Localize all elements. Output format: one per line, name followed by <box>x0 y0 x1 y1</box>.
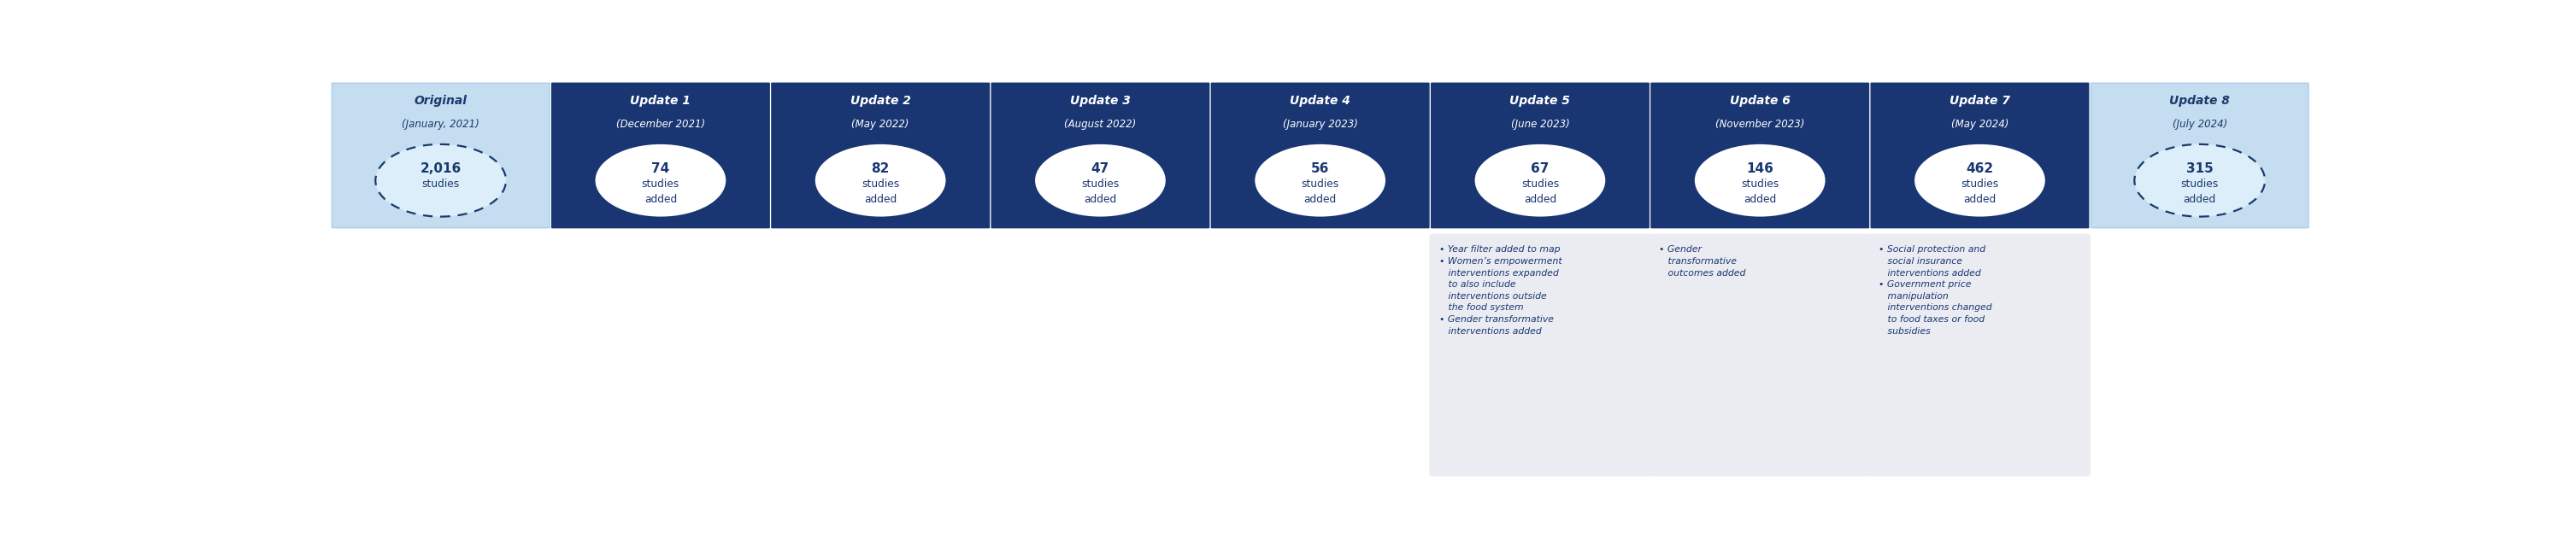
Ellipse shape <box>1476 144 1605 217</box>
FancyBboxPatch shape <box>1651 83 1868 228</box>
Text: studies: studies <box>1741 179 1780 190</box>
Text: (July 2024): (July 2024) <box>2172 119 2228 130</box>
FancyBboxPatch shape <box>332 83 549 228</box>
Text: added: added <box>1744 194 1777 205</box>
FancyBboxPatch shape <box>2092 83 2308 228</box>
Text: Update 5: Update 5 <box>1510 95 1571 107</box>
Text: (June 2023): (June 2023) <box>1510 119 1569 130</box>
Ellipse shape <box>1914 144 2045 217</box>
FancyBboxPatch shape <box>551 83 770 228</box>
FancyBboxPatch shape <box>773 83 989 228</box>
FancyBboxPatch shape <box>1870 234 2092 476</box>
Text: Update 3: Update 3 <box>1069 95 1131 107</box>
Text: Update 8: Update 8 <box>2169 95 2231 107</box>
Ellipse shape <box>2136 144 2264 217</box>
Text: (May 2024): (May 2024) <box>1950 119 2009 130</box>
Text: • Gender
   transformative
   outcomes added: • Gender transformative outcomes added <box>1659 246 1747 278</box>
Text: 67: 67 <box>1530 162 1548 175</box>
Text: studies: studies <box>1082 179 1118 190</box>
Text: (January 2023): (January 2023) <box>1283 119 1358 130</box>
Text: (May 2022): (May 2022) <box>853 119 909 130</box>
FancyBboxPatch shape <box>1432 83 1649 228</box>
Text: studies: studies <box>1301 179 1340 190</box>
Text: Update 1: Update 1 <box>631 95 690 107</box>
Text: 47: 47 <box>1092 162 1110 175</box>
Text: 146: 146 <box>1747 162 1772 175</box>
FancyBboxPatch shape <box>1211 83 1430 228</box>
Text: (December 2021): (December 2021) <box>616 119 706 130</box>
FancyBboxPatch shape <box>1870 83 2089 228</box>
Text: added: added <box>644 194 677 205</box>
Text: studies: studies <box>422 179 459 190</box>
Ellipse shape <box>376 144 505 217</box>
Text: 2,016: 2,016 <box>420 162 461 175</box>
Text: added: added <box>1303 194 1337 205</box>
Text: added: added <box>863 194 896 205</box>
Text: studies: studies <box>1522 179 1558 190</box>
Text: 462: 462 <box>1965 162 1994 175</box>
Text: added: added <box>1084 194 1115 205</box>
Text: 74: 74 <box>652 162 670 175</box>
Text: Update 2: Update 2 <box>850 95 912 107</box>
Text: 56: 56 <box>1311 162 1329 175</box>
Text: added: added <box>2184 194 2215 205</box>
Text: studies: studies <box>641 179 680 190</box>
Text: studies: studies <box>1960 179 1999 190</box>
Text: Update 7: Update 7 <box>1950 95 2009 107</box>
Text: 82: 82 <box>871 162 889 175</box>
Text: Update 6: Update 6 <box>1728 95 1790 107</box>
Text: Update 4: Update 4 <box>1291 95 1350 107</box>
Ellipse shape <box>1036 144 1164 217</box>
FancyBboxPatch shape <box>1430 234 1651 476</box>
Text: (November 2023): (November 2023) <box>1716 119 1806 130</box>
Text: added: added <box>1525 194 1556 205</box>
Text: (August 2022): (August 2022) <box>1064 119 1136 130</box>
Text: Original: Original <box>415 95 466 107</box>
FancyBboxPatch shape <box>992 83 1208 228</box>
Text: • Year filter added to map
• Women’s empowerment
   interventions expanded
   to: • Year filter added to map • Women’s emp… <box>1440 246 1561 335</box>
Text: 315: 315 <box>2187 162 2213 175</box>
FancyBboxPatch shape <box>1649 234 1870 476</box>
Text: added: added <box>1963 194 1996 205</box>
Ellipse shape <box>1255 144 1386 217</box>
Ellipse shape <box>814 144 945 217</box>
Ellipse shape <box>1695 144 1826 217</box>
Ellipse shape <box>595 144 726 217</box>
Text: studies: studies <box>860 179 899 190</box>
Text: studies: studies <box>2182 179 2218 190</box>
Text: • Social protection and
   social insurance
   interventions added
• Government : • Social protection and social insurance… <box>1878 246 1991 335</box>
Text: (January, 2021): (January, 2021) <box>402 119 479 130</box>
